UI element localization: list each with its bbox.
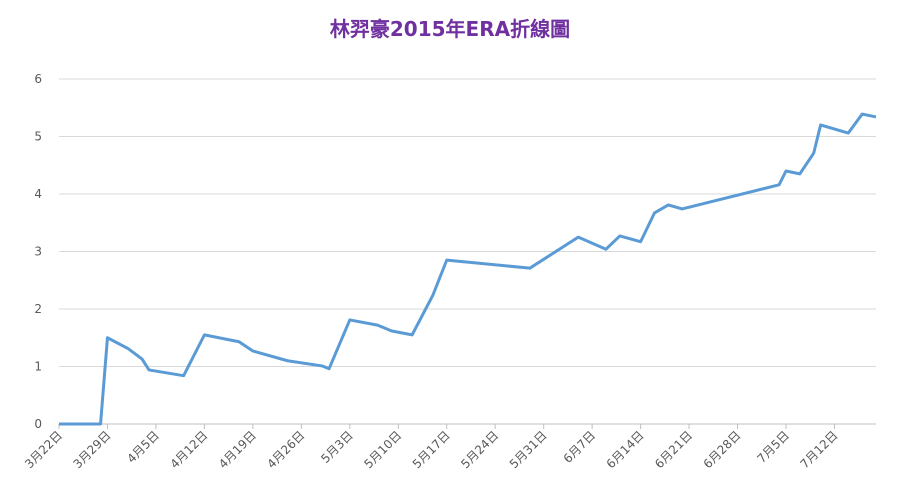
x-tick-label: 5月31日 — [507, 428, 550, 471]
x-tick-label: 5月17日 — [410, 428, 453, 471]
y-tick-label: 4 — [34, 187, 42, 201]
y-tick-label: 5 — [34, 130, 42, 144]
y-tick-label: 1 — [34, 360, 42, 374]
x-tick-label: 3月29日 — [71, 428, 114, 471]
x-tick-label: 5月24日 — [458, 428, 501, 471]
y-tick-label: 0 — [34, 417, 42, 431]
x-tick-label: 4月12日 — [167, 428, 210, 471]
x-tick-label: 6月21日 — [652, 428, 695, 471]
x-tick-label: 7月5日 — [754, 428, 792, 466]
x-tick-label: 4月19日 — [216, 428, 259, 471]
x-tick-label: 6月7日 — [561, 428, 599, 466]
x-tick-label: 4月26日 — [264, 428, 307, 471]
x-tick-label: 5月3日 — [318, 428, 356, 466]
data-line — [59, 112, 877, 426]
y-tick-label: 3 — [34, 245, 42, 259]
y-tick-label: 6 — [34, 72, 42, 86]
x-tick-label: 5月10日 — [361, 428, 404, 471]
x-tick-label: 3月22日 — [22, 428, 65, 471]
x-tick-label: 4月5日 — [124, 428, 162, 466]
y-tick-label: 2 — [34, 302, 42, 316]
chart-title: 林羿豪2015年ERA折線圖 — [330, 17, 570, 41]
x-tick-label: 6月14日 — [604, 428, 647, 471]
x-tick-label: 7月12日 — [798, 428, 841, 471]
x-tick-label: 6月28日 — [701, 428, 744, 471]
